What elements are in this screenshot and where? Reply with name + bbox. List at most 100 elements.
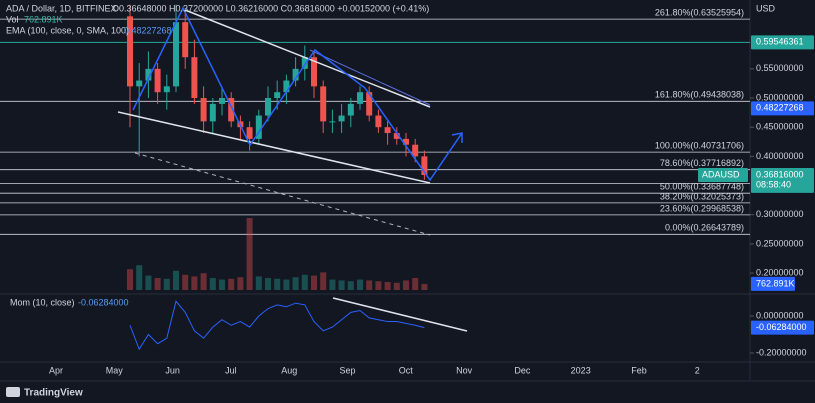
- volume-bar: [357, 279, 363, 290]
- volume-bar: [384, 282, 391, 290]
- candle-body: [403, 138, 409, 145]
- resistance-tag: [751, 35, 814, 50]
- mom-tag: [751, 320, 814, 335]
- momentum-line: [129, 300, 425, 351]
- mom-value: -0.06284000: [78, 297, 129, 307]
- candle-body: [145, 68, 152, 81]
- countdown: 08:58:40: [756, 179, 791, 189]
- trend-line: [117, 111, 431, 184]
- last-price-label: 0.36816000: [756, 169, 804, 179]
- volume-bar: [375, 281, 382, 290]
- volume-label: Vol: [6, 14, 19, 24]
- volume-bar: [136, 265, 143, 290]
- volume-bar: [182, 274, 189, 290]
- last-price-symbol-tag: [698, 167, 748, 182]
- candle-body: [255, 115, 262, 139]
- volume-bar: [347, 281, 354, 290]
- volume-bar: [200, 273, 207, 290]
- x-tick-label: Feb: [631, 365, 647, 375]
- fib-label: 161.80%(0.49438038): [655, 90, 744, 100]
- pattern-zigzag: [132, 6, 463, 182]
- fib-label: 38.20%(0.32025373): [660, 191, 744, 201]
- x-tick-label: Oct: [399, 365, 414, 375]
- volume-tag-label: 762.891K: [756, 278, 795, 288]
- volume-bar: [403, 280, 409, 290]
- candle-body: [347, 103, 354, 116]
- candle-body: [191, 57, 198, 99]
- volume-bar: [393, 282, 400, 290]
- fib-label: 100.00%(0.40731706): [655, 140, 744, 150]
- symbol-title: ADA / Dollar, 1D, BITFINEX: [6, 3, 117, 13]
- x-tick-label: Aug: [281, 365, 297, 375]
- volume-bar: [145, 275, 152, 290]
- candle-body: [301, 57, 308, 69]
- y-tick-label: 0.20000000: [756, 267, 804, 277]
- candle-body: [274, 92, 281, 99]
- candle-body: [265, 98, 271, 116]
- candle-body: [173, 22, 179, 87]
- y-tick-label: 0.25000000: [756, 238, 804, 248]
- fib-label: 50.00%(0.33687748): [660, 182, 744, 192]
- candle-body: [311, 57, 317, 87]
- y-tick-label: 0.00000000: [756, 310, 804, 320]
- volume-bar: [163, 278, 170, 290]
- y-tick-label: 0.45000000: [756, 122, 804, 132]
- y-tick-label: 0.50000000: [756, 92, 804, 102]
- volume-bar: [173, 270, 179, 290]
- x-tick-label: Jul: [225, 365, 237, 375]
- volume-bar: [274, 278, 281, 290]
- arrow-head: [451, 132, 463, 143]
- resistance-tag-label: 0.59546361: [756, 37, 804, 47]
- mom-title: Mom (10, close): [10, 297, 75, 307]
- trend-line: [309, 49, 431, 106]
- candle-body: [219, 98, 225, 104]
- volume-bar: [246, 218, 253, 290]
- y-tick-label: -0.20000000: [756, 347, 807, 357]
- volume-bar: [154, 278, 161, 290]
- candle-body: [375, 115, 382, 128]
- candle-body: [357, 92, 363, 104]
- fib-label: 0.00%(0.26643789): [665, 223, 744, 233]
- volume-bar: [265, 278, 271, 290]
- candle-body: [246, 127, 253, 139]
- x-tick-label: 2: [695, 365, 700, 375]
- y-tick-label: 0.55000000: [756, 63, 804, 73]
- candle-body: [209, 103, 216, 122]
- candle-body: [384, 127, 391, 134]
- trend-line: [134, 152, 431, 236]
- logo: [6, 387, 20, 397]
- x-tick-label: Jun: [165, 365, 180, 375]
- volume-bar: [255, 276, 262, 290]
- volume-bar: [320, 272, 327, 290]
- ohlc: O0.36648000 H0.37200000 L0.36216000 C0.3…: [112, 3, 429, 13]
- candle-body: [228, 98, 235, 122]
- y-tick-label: 0.30000000: [756, 209, 804, 219]
- mom-trend-line: [332, 297, 468, 332]
- candle-body: [292, 68, 299, 81]
- ema-tag-label: 0.48227268: [756, 103, 804, 113]
- fib-label: 261.80%(0.63525954): [655, 7, 744, 17]
- x-tick-label: Nov: [456, 365, 473, 375]
- currency: USD: [756, 3, 776, 13]
- x-tick-label: May: [106, 365, 124, 375]
- x-tick-label: 2023: [571, 365, 591, 375]
- candle-body: [329, 121, 336, 123]
- volume-bar: [412, 278, 419, 290]
- volume-tag: [751, 276, 795, 291]
- volume-bar: [191, 276, 198, 290]
- candle-body: [163, 86, 170, 93]
- candle-body: [338, 115, 345, 122]
- volume-bar: [292, 277, 299, 290]
- volume-bar: [127, 269, 133, 290]
- last-price-tag: [751, 167, 814, 190]
- mom-tag-label: -0.06284000: [756, 322, 807, 332]
- x-tick-label: Dec: [514, 365, 531, 375]
- volume-bar: [283, 279, 290, 290]
- ema-tag: [751, 101, 814, 116]
- volume-bar: [338, 280, 345, 290]
- volume-bar: [311, 275, 317, 290]
- candle-body: [421, 156, 428, 175]
- candle-body: [136, 80, 143, 87]
- volume-bar: [219, 279, 225, 290]
